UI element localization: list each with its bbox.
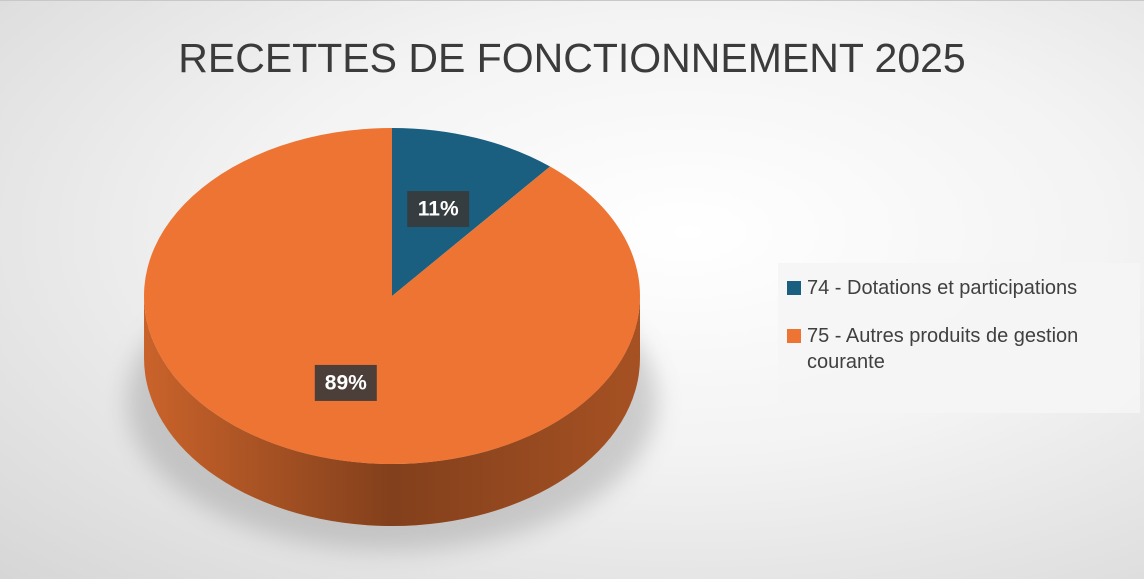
data-label: 11% <box>418 198 459 221</box>
data-label: 89% <box>325 371 367 394</box>
slice-side-shade <box>144 296 640 526</box>
legend: 74 - Dotations et participations 75 - Aut… <box>778 263 1140 413</box>
legend-item: 74 - Dotations et participations <box>787 275 1132 301</box>
legend-item: 75 - Autres produits de gestion courante <box>787 323 1132 375</box>
chart-title: RECETTES DE FONCTIONNEMENT 2025 <box>178 35 966 81</box>
data-label-box <box>314 364 377 401</box>
legend-swatch <box>787 329 801 343</box>
legend-label: 75 - Autres produits de gestion courante <box>807 325 1079 373</box>
slice <box>143 128 641 464</box>
legend-label: 74 - Dotations et participations <box>807 277 1078 299</box>
legend-swatch <box>787 281 801 295</box>
slice <box>392 128 551 296</box>
data-label-box <box>407 191 470 228</box>
